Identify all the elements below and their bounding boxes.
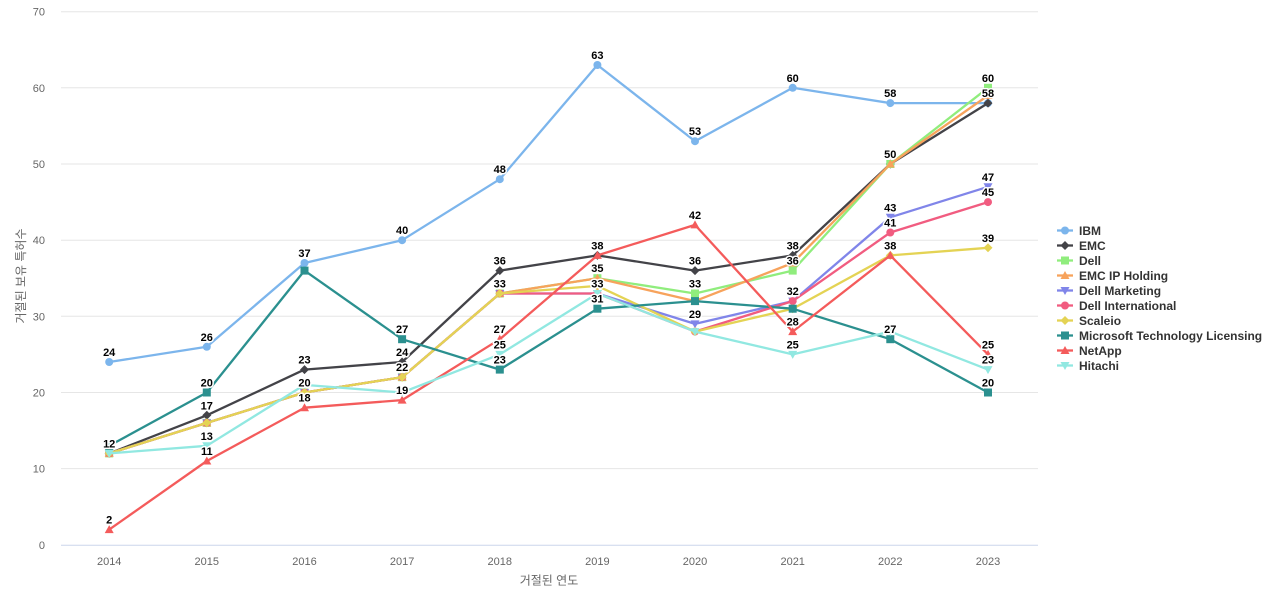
svg-text:53: 53 [689, 126, 701, 138]
svg-text:EMC: EMC [1079, 239, 1106, 253]
svg-text:31: 31 [591, 294, 603, 306]
svg-text:25: 25 [982, 339, 994, 351]
svg-text:60: 60 [982, 73, 994, 85]
svg-text:10: 10 [33, 464, 45, 476]
svg-text:0: 0 [39, 540, 45, 552]
svg-text:20: 20 [201, 378, 213, 390]
svg-text:24: 24 [396, 347, 409, 359]
svg-text:Microsoft Technology Licensing: Microsoft Technology Licensing [1079, 329, 1262, 343]
svg-text:36: 36 [787, 256, 799, 268]
svg-text:50: 50 [33, 159, 45, 171]
svg-text:20: 20 [298, 378, 310, 390]
svg-text:20: 20 [33, 388, 45, 400]
svg-text:33: 33 [591, 279, 603, 291]
svg-text:19: 19 [396, 385, 408, 397]
svg-text:2016: 2016 [292, 556, 316, 568]
svg-text:42: 42 [689, 210, 701, 222]
svg-text:NetApp: NetApp [1079, 344, 1122, 358]
svg-text:47: 47 [982, 172, 994, 184]
svg-text:38: 38 [884, 240, 896, 252]
svg-text:40: 40 [396, 225, 408, 237]
svg-text:IBM: IBM [1079, 224, 1101, 238]
svg-text:33: 33 [689, 279, 701, 291]
svg-text:20: 20 [982, 378, 994, 390]
svg-text:거절된 연도: 거절된 연도 [520, 574, 579, 588]
svg-text:23: 23 [982, 355, 994, 367]
svg-text:2023: 2023 [976, 556, 1000, 568]
svg-text:Dell: Dell [1079, 254, 1101, 268]
svg-text:43: 43 [884, 202, 896, 214]
svg-text:41: 41 [884, 218, 896, 230]
svg-text:30: 30 [33, 311, 45, 323]
svg-text:Dell International: Dell International [1079, 299, 1176, 313]
svg-text:24: 24 [103, 347, 116, 359]
svg-text:2014: 2014 [97, 556, 121, 568]
svg-text:Hitachi: Hitachi [1079, 359, 1119, 373]
svg-text:33: 33 [494, 279, 506, 291]
svg-text:38: 38 [787, 240, 799, 252]
svg-text:35: 35 [591, 263, 603, 275]
svg-text:36: 36 [494, 256, 506, 268]
svg-text:50: 50 [884, 149, 896, 161]
svg-text:2018: 2018 [488, 556, 512, 568]
svg-text:37: 37 [298, 248, 310, 260]
svg-text:Dell Marketing: Dell Marketing [1079, 284, 1161, 298]
svg-text:63: 63 [591, 50, 603, 62]
svg-text:27: 27 [884, 324, 896, 336]
svg-text:2021: 2021 [780, 556, 804, 568]
svg-text:60: 60 [787, 73, 799, 85]
svg-text:22: 22 [396, 362, 408, 374]
svg-text:12: 12 [103, 438, 115, 450]
svg-text:Scaleio: Scaleio [1079, 314, 1121, 328]
svg-text:36: 36 [689, 256, 701, 268]
svg-text:28: 28 [787, 317, 799, 329]
svg-text:27: 27 [494, 324, 506, 336]
svg-text:11: 11 [201, 446, 213, 458]
svg-text:2017: 2017 [390, 556, 414, 568]
svg-text:23: 23 [298, 355, 310, 367]
svg-text:13: 13 [201, 431, 213, 443]
svg-text:39: 39 [982, 233, 994, 245]
svg-text:2022: 2022 [878, 556, 902, 568]
svg-text:2015: 2015 [195, 556, 219, 568]
svg-text:40: 40 [33, 235, 45, 247]
svg-text:23: 23 [494, 355, 506, 367]
svg-text:60: 60 [33, 83, 45, 95]
svg-text:2019: 2019 [585, 556, 609, 568]
svg-text:45: 45 [982, 187, 994, 199]
svg-text:18: 18 [298, 393, 310, 405]
svg-text:2: 2 [106, 515, 112, 527]
svg-text:2020: 2020 [683, 556, 707, 568]
svg-text:17: 17 [201, 400, 213, 412]
svg-text:38: 38 [591, 240, 603, 252]
svg-text:거절된 보유 특허수: 거절된 보유 특허수 [14, 229, 28, 324]
svg-text:48: 48 [494, 164, 506, 176]
svg-text:27: 27 [396, 324, 408, 336]
svg-text:58: 58 [982, 88, 994, 100]
svg-text:29: 29 [689, 309, 701, 321]
svg-text:25: 25 [787, 339, 799, 351]
svg-text:70: 70 [33, 7, 45, 19]
svg-text:26: 26 [201, 332, 213, 344]
svg-text:58: 58 [884, 88, 896, 100]
svg-text:EMC IP Holding: EMC IP Holding [1079, 269, 1168, 283]
svg-text:32: 32 [787, 286, 799, 298]
svg-text:25: 25 [494, 339, 506, 351]
